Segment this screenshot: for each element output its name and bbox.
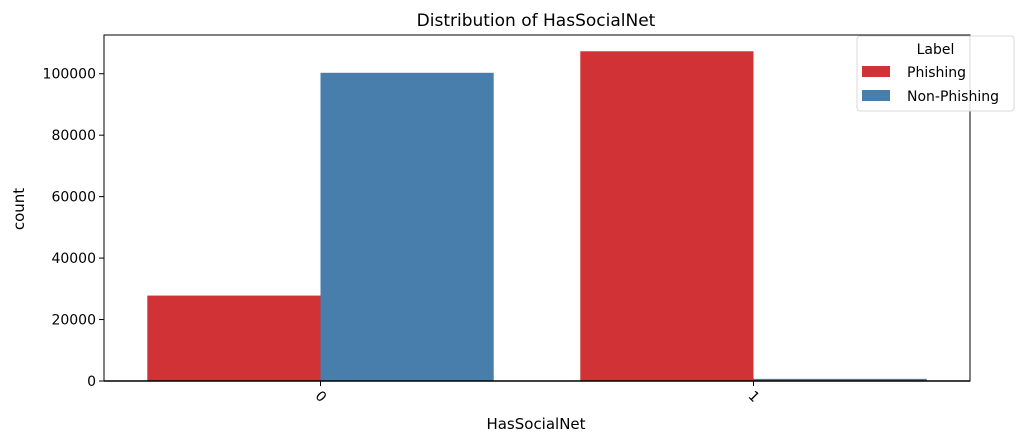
y-tick-label: 60000 xyxy=(51,190,96,206)
chart-title: Distribution of HasSocialNet xyxy=(417,11,656,31)
legend-title: Label xyxy=(917,42,955,58)
bar-phishing-0 xyxy=(147,295,321,381)
legend-swatch xyxy=(862,66,890,77)
legend-swatch xyxy=(862,90,890,101)
y-axis: 0 20000 40000 60000 80000 100000 xyxy=(43,67,104,390)
plot-area xyxy=(103,34,971,382)
y-tick-label: 0 xyxy=(87,374,96,390)
legend: Label Phishing Non-Phishing xyxy=(856,35,1015,112)
bar-phishing-1 xyxy=(580,51,754,381)
bar-non-phishing-0 xyxy=(320,72,494,381)
legend-entry-label: Phishing xyxy=(907,65,966,81)
y-tick-label: 40000 xyxy=(51,251,96,267)
legend-box xyxy=(856,35,1015,112)
x-tick-label: 1 xyxy=(745,388,763,406)
bar-non-phishing-1 xyxy=(753,378,927,381)
x-axis-label: HasSocialNet xyxy=(486,415,585,433)
y-axis-label: count xyxy=(10,188,28,230)
y-tick-label: 100000 xyxy=(43,67,96,83)
y-tick-label: 20000 xyxy=(51,313,96,329)
legend-entry-label: Non-Phishing xyxy=(907,89,999,105)
x-tick-label: 0 xyxy=(312,388,330,406)
y-tick-label: 80000 xyxy=(51,128,96,144)
